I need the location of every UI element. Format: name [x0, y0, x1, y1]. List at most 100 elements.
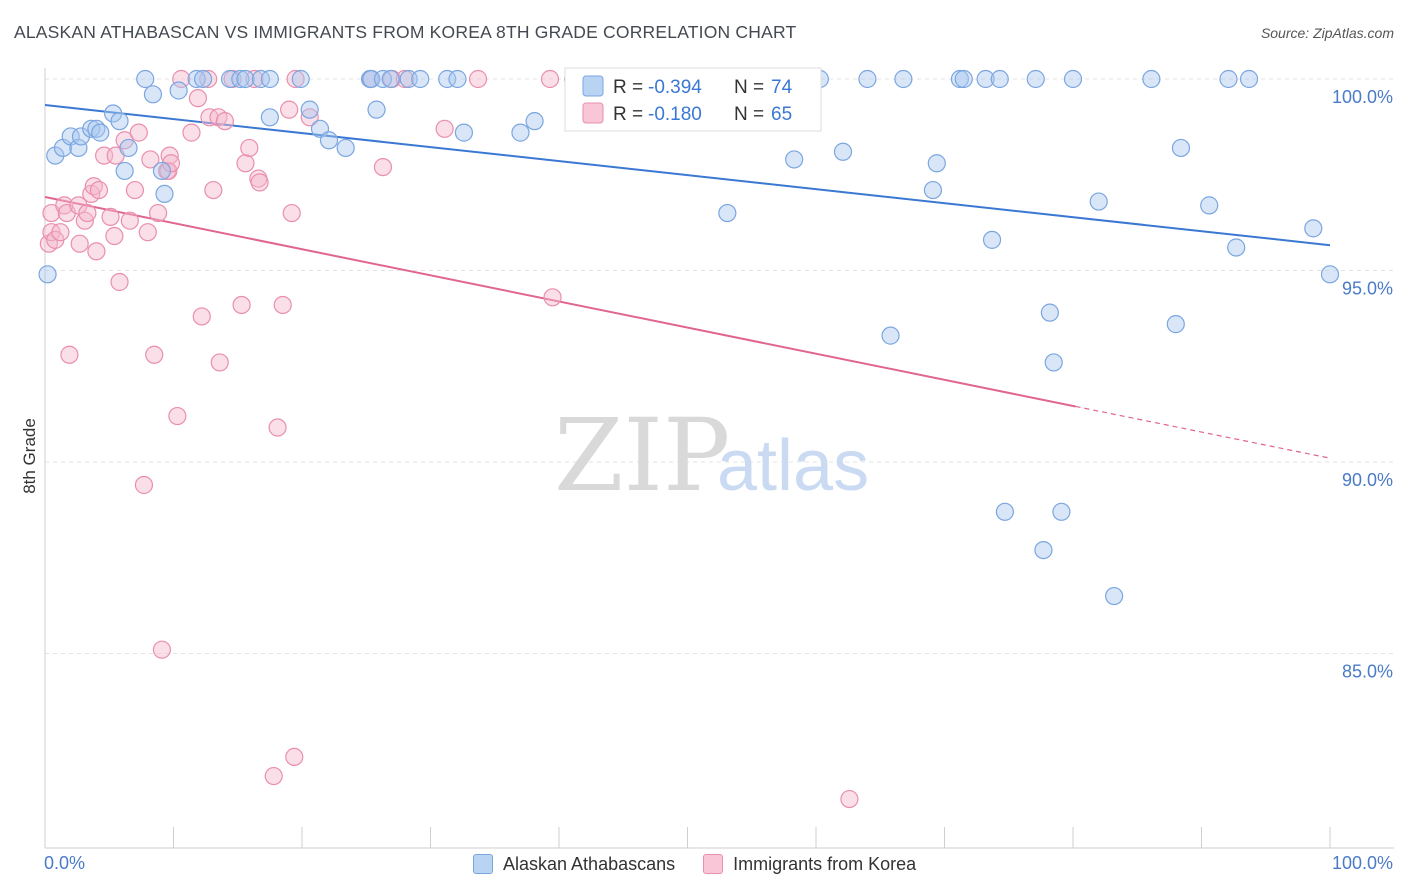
point-alaskan-athabascans	[1320, 265, 1340, 284]
point-alaskan-athabascans	[833, 142, 853, 161]
legend-swatch-pink	[582, 102, 604, 124]
point-alaskan-athabascans	[894, 69, 913, 89]
y-tick-labels: 100.0% 95.0% 90.0% 85.0%	[1332, 87, 1393, 682]
point-alaskan-athabascans	[785, 150, 804, 169]
bottom-legend-pink: Immigrants from Korea	[703, 854, 916, 875]
point-alaskan-athabascans	[143, 85, 163, 104]
point-alaskan-athabascans	[193, 69, 213, 89]
point-alaskan-athabascans	[1142, 69, 1161, 89]
point-immigrants-korea	[373, 157, 393, 177]
point-immigrants-korea	[282, 203, 301, 223]
point-immigrants-korea	[268, 418, 287, 437]
point-alaskan-athabascans	[1166, 315, 1185, 334]
legend-blue-r-value: -0.394	[648, 77, 702, 98]
point-immigrants-korea	[300, 108, 319, 127]
point-immigrants-korea	[160, 146, 179, 165]
point-immigrants-korea	[468, 69, 488, 89]
legend-blue-n-label: N =	[734, 77, 764, 98]
point-alaskan-athabascans	[1171, 138, 1191, 158]
x-tick-marks	[44, 827, 1331, 848]
point-immigrants-korea	[543, 288, 562, 307]
point-alaskan-athabascans	[1304, 219, 1323, 238]
point-alaskan-athabascans	[1227, 238, 1246, 257]
point-alaskan-athabascans	[454, 123, 474, 142]
y-tick-label: 100.0%	[1332, 87, 1393, 107]
point-immigrants-korea	[840, 789, 859, 809]
point-alaskan-athabascans	[448, 69, 467, 89]
point-immigrants-korea	[134, 475, 154, 495]
point-alaskan-athabascans	[954, 69, 973, 89]
point-alaskan-athabascans	[881, 326, 900, 345]
legend-box: R = -0.394 N = 74 R = -0.180 N = 65	[564, 67, 822, 132]
point-alaskan-athabascans	[119, 138, 138, 158]
point-alaskan-athabascans	[373, 69, 393, 89]
source-note: Source: ZipAtlas.com	[1260, 25, 1394, 41]
legend-pink-n-value: 65	[771, 104, 792, 125]
point-alaskan-athabascans	[1040, 303, 1059, 322]
point-immigrants-korea	[435, 119, 454, 138]
point-alaskan-athabascans	[950, 69, 970, 89]
point-alaskan-athabascans	[927, 154, 946, 173]
legend-pink-r-label: R =	[613, 104, 643, 125]
point-immigrants-korea	[395, 69, 414, 89]
point-immigrants-korea	[51, 223, 70, 242]
point-immigrants-korea	[70, 234, 89, 253]
point-alaskan-athabascans	[71, 127, 91, 146]
point-alaskan-athabascans	[411, 69, 430, 89]
point-alaskan-athabascans	[438, 69, 457, 89]
point-alaskan-athabascans	[260, 69, 279, 89]
y-tick-label: 95.0%	[1342, 279, 1393, 299]
point-immigrants-korea	[101, 207, 120, 226]
point-immigrants-korea	[148, 203, 168, 223]
bottom-legend-swatch-blue	[473, 854, 493, 874]
point-alaskan-athabascans	[69, 138, 88, 158]
x-tick-label-max: 100.0%	[1332, 853, 1393, 873]
point-alaskan-athabascans	[236, 69, 255, 89]
point-alaskan-athabascans	[995, 502, 1014, 521]
point-alaskan-athabascans	[187, 69, 206, 89]
point-immigrants-korea	[110, 272, 129, 292]
legend-blue-n-value: 74	[771, 77, 793, 98]
point-immigrants-korea	[273, 295, 292, 315]
y-axis-label: 8th Grade	[20, 418, 39, 494]
x-tick-label-min: 0.0%	[44, 853, 85, 873]
point-alaskan-athabascans	[152, 161, 172, 181]
chart-title: ALASKAN ATHABASCAN VS IMMIGRANTS FROM KO…	[14, 22, 797, 42]
point-alaskan-athabascans	[291, 69, 310, 89]
point-alaskan-athabascans	[923, 180, 943, 200]
point-alaskan-athabascans	[1089, 192, 1108, 211]
legend-swatch-blue	[582, 75, 604, 97]
point-immigrants-korea	[215, 112, 234, 131]
point-immigrants-korea	[141, 150, 160, 169]
point-immigrants-korea	[182, 123, 201, 142]
point-immigrants-korea	[120, 211, 139, 230]
point-immigrants-korea	[125, 180, 145, 200]
point-immigrants-korea	[138, 223, 157, 242]
point-alaskan-athabascans	[300, 100, 319, 119]
point-immigrants-korea	[192, 307, 211, 326]
point-immigrants-korea	[105, 226, 124, 246]
point-alaskan-athabascans	[260, 108, 279, 127]
point-alaskan-athabascans	[38, 265, 57, 284]
point-alaskan-athabascans	[982, 230, 1002, 249]
point-alaskan-athabascans	[1052, 502, 1071, 521]
point-alaskan-athabascans	[367, 100, 386, 119]
bottom-legend: Alaskan Athabascans Immigrants from Kore…	[473, 851, 944, 877]
point-alaskan-athabascans	[1044, 353, 1063, 372]
point-immigrants-korea	[204, 180, 223, 200]
trend-line-blue	[44, 104, 1331, 247]
watermark-zip: ZIP	[554, 397, 730, 514]
bottom-legend-pink-label: Immigrants from Korea	[733, 853, 917, 874]
point-alaskan-athabascans	[319, 131, 339, 150]
point-alaskan-athabascans	[336, 138, 355, 158]
point-immigrants-korea	[264, 766, 283, 786]
bottom-legend-swatch-pink	[703, 854, 724, 874]
y-tick-label: 90.0%	[1342, 470, 1393, 490]
point-alaskan-athabascans	[1026, 69, 1045, 89]
point-immigrants-korea	[129, 123, 148, 142]
point-immigrants-korea	[168, 406, 187, 426]
trend-line-pink-extension	[1075, 405, 1331, 459]
y-tick-label: 85.0%	[1342, 662, 1393, 682]
watermark-atlas: atlas	[717, 426, 869, 506]
point-alaskan-athabascans	[82, 119, 101, 138]
